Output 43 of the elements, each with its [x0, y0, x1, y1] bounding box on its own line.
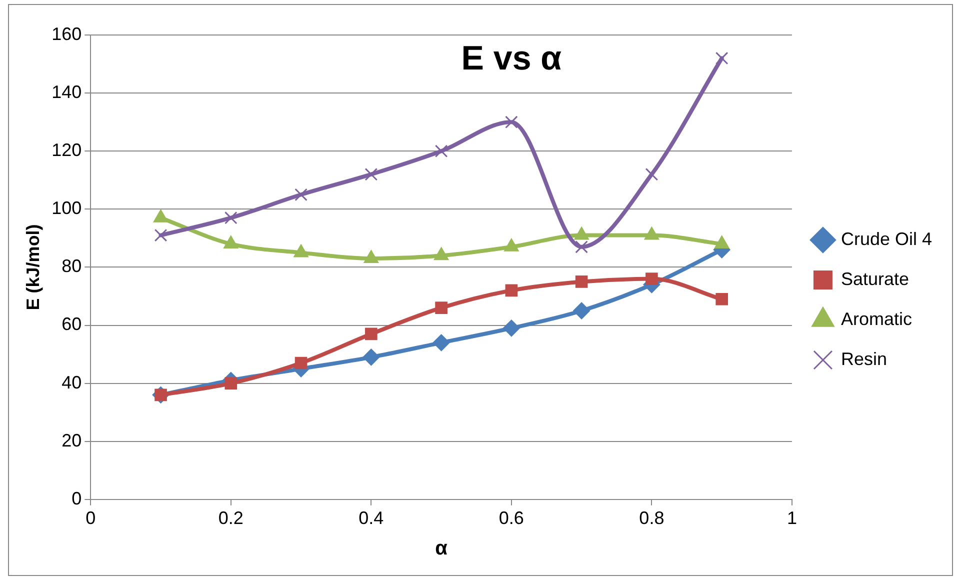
- point: [502, 320, 520, 337]
- y-tick-label: 40: [62, 372, 82, 392]
- x-tick-label: 0.8: [639, 508, 664, 528]
- point: [573, 302, 590, 320]
- point: [505, 284, 518, 297]
- y-tick-label: 140: [52, 82, 82, 102]
- x-axis-title: α: [435, 538, 448, 560]
- point: [432, 334, 450, 352]
- point: [575, 276, 588, 288]
- point: [575, 240, 588, 254]
- y-axis-title: E (kJ/mol): [22, 224, 43, 310]
- point: [362, 348, 380, 366]
- y-tick-label: 60: [62, 314, 82, 334]
- y-tick-label: 100: [52, 198, 82, 218]
- point: [365, 328, 378, 340]
- x-tick-label: 0.2: [218, 508, 244, 528]
- x-tick-label: 1: [786, 508, 797, 528]
- point: [294, 188, 308, 202]
- point: [294, 356, 308, 370]
- point: [364, 168, 378, 181]
- legend-label: Aromatic: [840, 308, 912, 329]
- point: [435, 302, 448, 314]
- point: [224, 377, 238, 390]
- point: [154, 228, 168, 242]
- legend-label: Crude Oil 4: [840, 228, 932, 249]
- legend-label: Saturate: [840, 268, 910, 289]
- chart-title: E vs α: [461, 39, 562, 78]
- x-tick-label: 0: [86, 508, 96, 528]
- point: [434, 144, 448, 158]
- x-tick-label: 0.4: [358, 508, 384, 528]
- x-tick-label: 0.6: [498, 508, 524, 528]
- point: [716, 292, 728, 306]
- point: [715, 52, 728, 65]
- y-tick-label: 0: [72, 488, 82, 508]
- point: [224, 211, 238, 224]
- y-tick-label: 80: [62, 256, 82, 276]
- point: [645, 168, 658, 181]
- y-tick-label: 20: [62, 430, 82, 450]
- y-tick-label: 120: [52, 140, 82, 160]
- point: [505, 116, 518, 128]
- y-tick-label: 160: [52, 24, 82, 44]
- point: [646, 272, 658, 285]
- legend-label: Resin: [840, 348, 887, 369]
